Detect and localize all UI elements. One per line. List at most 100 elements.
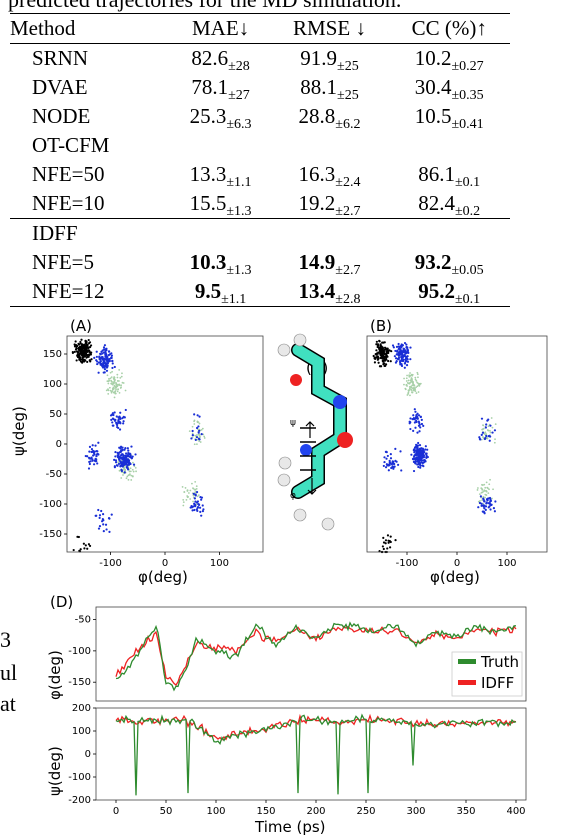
scatter-point bbox=[110, 380, 113, 383]
scatter-point bbox=[130, 445, 133, 448]
scatter-point bbox=[386, 464, 389, 467]
scatter-point bbox=[414, 376, 417, 379]
scatter-point bbox=[389, 540, 392, 544]
scatter-point bbox=[410, 388, 412, 391]
side-fragment: ul bbox=[0, 660, 18, 685]
scatter-point bbox=[416, 412, 419, 415]
scatter-point bbox=[416, 431, 419, 434]
scatter-point bbox=[389, 360, 392, 363]
scatter-point bbox=[80, 348, 83, 351]
scatter-point bbox=[190, 437, 193, 440]
scatter-point bbox=[116, 373, 119, 376]
scatter-point bbox=[97, 371, 100, 374]
scatter-point bbox=[191, 434, 194, 437]
scatter-point bbox=[198, 440, 201, 443]
scatter-point bbox=[409, 394, 411, 397]
scatter-point bbox=[389, 453, 392, 456]
scatter-point bbox=[202, 508, 205, 511]
panel-a-label: (A) bbox=[70, 317, 92, 335]
scatter-point bbox=[124, 389, 127, 392]
rmse-value: 13.4 bbox=[298, 279, 336, 303]
scatter-point bbox=[201, 510, 205, 513]
scatter-point bbox=[121, 372, 123, 375]
scatter-point bbox=[195, 485, 198, 488]
scatter-point bbox=[491, 431, 494, 434]
scatter-point bbox=[83, 346, 86, 350]
scatter-a-ticks: -100 0 100 150 100 50 0 -50 -100 -150 bbox=[39, 349, 229, 569]
scatter-point bbox=[130, 474, 133, 477]
scatter-point bbox=[114, 450, 117, 454]
scatter-point bbox=[383, 456, 386, 459]
scatter-point bbox=[108, 353, 112, 356]
scatter-point bbox=[409, 372, 411, 374]
scatter-point bbox=[400, 362, 403, 366]
scatter-point bbox=[96, 360, 99, 363]
scatter-point bbox=[116, 422, 119, 425]
scatter-point bbox=[491, 426, 494, 429]
scatter-point bbox=[117, 419, 120, 422]
scatter-point bbox=[413, 387, 415, 390]
scatter-point bbox=[112, 424, 115, 427]
scatter-point bbox=[120, 375, 123, 378]
scatter-point bbox=[75, 359, 78, 362]
legend-idff-swatch bbox=[458, 680, 476, 685]
y-tick-label: -100 bbox=[68, 646, 91, 657]
cc-cell: 82.4±0.2 bbox=[388, 189, 510, 219]
scatter-point bbox=[116, 376, 119, 379]
scatter-point bbox=[94, 444, 97, 447]
scatter-point bbox=[186, 490, 189, 492]
psi-time-series bbox=[115, 713, 517, 796]
scatter-point bbox=[420, 459, 424, 462]
scatter-point bbox=[401, 344, 404, 347]
y-tick-label: 150 bbox=[43, 349, 62, 360]
scatter-point bbox=[485, 481, 488, 484]
scatter-point bbox=[417, 424, 421, 427]
scatter-point bbox=[99, 352, 102, 355]
scatter-point bbox=[95, 455, 98, 458]
scatter-point bbox=[81, 343, 84, 346]
scatter-point bbox=[485, 434, 488, 438]
table-row: NODE 25.3±6.3 28.8±6.2 10.5±0.41 bbox=[10, 102, 510, 132]
scatter-point bbox=[122, 474, 124, 476]
scatter-point bbox=[408, 422, 411, 425]
scatter-point bbox=[195, 436, 199, 439]
scatter-point bbox=[375, 356, 379, 359]
scatter-point bbox=[397, 463, 400, 466]
scatter-point bbox=[119, 376, 122, 379]
rmse-std: ±6.2 bbox=[335, 117, 361, 132]
scatter-point bbox=[384, 542, 387, 545]
scatter-point bbox=[416, 463, 419, 466]
scatter-point bbox=[479, 500, 481, 502]
cc-std: ±0.41 bbox=[451, 117, 484, 132]
scatter-point bbox=[393, 355, 396, 358]
scatter-point bbox=[481, 488, 484, 491]
mae-cell bbox=[171, 131, 271, 160]
scatter-point bbox=[416, 417, 419, 420]
scatter-point bbox=[426, 448, 429, 451]
scatter-point bbox=[120, 469, 124, 473]
scatter-point bbox=[386, 534, 390, 537]
scatter-point bbox=[88, 544, 92, 548]
scatter-point bbox=[110, 513, 113, 516]
scatter-point bbox=[483, 489, 486, 492]
scatter-point bbox=[106, 356, 109, 359]
scatter-point bbox=[98, 525, 102, 528]
scatter-point bbox=[191, 432, 194, 435]
rmse-std: ±25 bbox=[337, 59, 359, 74]
scatter-point bbox=[484, 508, 487, 511]
scatter-point bbox=[394, 539, 397, 542]
scatter-point bbox=[195, 508, 198, 511]
scatter-point bbox=[422, 459, 426, 462]
scatter-point bbox=[108, 359, 111, 363]
scatter-point bbox=[86, 360, 89, 364]
scatter-point bbox=[417, 414, 421, 417]
y-tick-label: -150 bbox=[39, 529, 62, 540]
scatter-point bbox=[480, 504, 483, 507]
scatter-point bbox=[128, 470, 131, 473]
scatter-point bbox=[385, 350, 388, 353]
table-row: NFE=12 9.5±1.1 13.4±2.8 95.2±0.1 bbox=[10, 277, 510, 307]
scatter-point bbox=[126, 468, 130, 471]
scatter-point bbox=[424, 452, 428, 455]
scatter-point bbox=[122, 454, 125, 457]
rmse-value: 16.3 bbox=[298, 162, 336, 186]
